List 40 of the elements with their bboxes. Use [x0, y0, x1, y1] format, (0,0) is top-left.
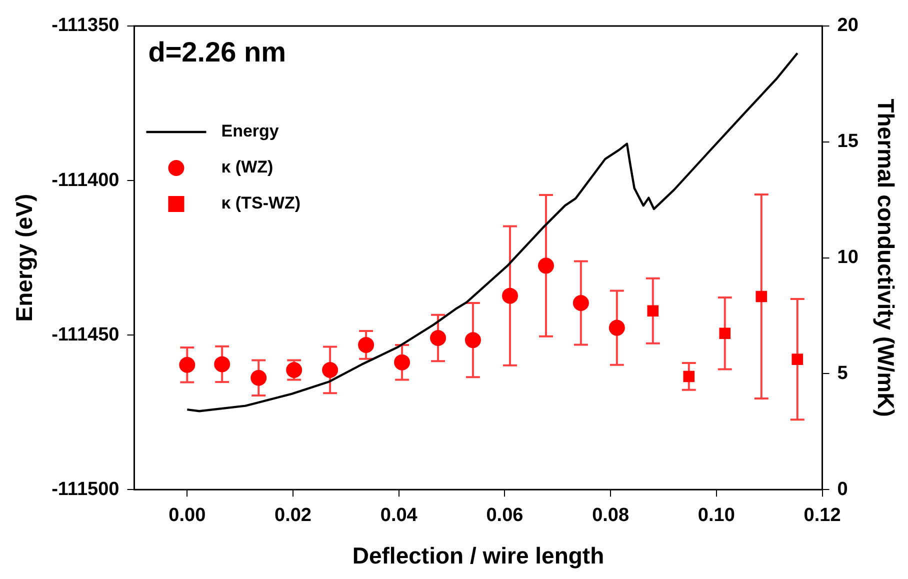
legend-label: Energy: [221, 122, 280, 141]
y2-tick-label: 0: [837, 478, 848, 500]
point: [250, 370, 267, 386]
x-axis-title: Deflection / wire length: [352, 542, 604, 569]
point: [572, 295, 589, 311]
point: [608, 320, 625, 336]
point: [719, 328, 731, 340]
annotation: d=2.26 nm: [148, 36, 286, 68]
legend-label: κ (WZ): [221, 158, 274, 177]
x-tick-label: 0.08: [592, 505, 630, 526]
y2-axis-title: Thermal conductivity (W/mK): [872, 98, 899, 417]
point: [430, 330, 446, 346]
y-tick-label: -111500: [52, 478, 120, 500]
point: [322, 362, 338, 378]
point: [792, 354, 804, 365]
x-tick-label: 0.00: [168, 505, 206, 526]
point: [538, 258, 554, 274]
x-tick-label: 0.10: [698, 505, 735, 526]
y-tick-label: -111350: [52, 15, 120, 36]
x-tick-label: 0.06: [486, 505, 524, 526]
y-tick-label: -111400: [52, 170, 120, 191]
point: [394, 354, 410, 370]
point: [358, 336, 374, 353]
point: [214, 356, 230, 372]
y2-tick-label: 5: [837, 362, 848, 384]
y2-tick-label: 20: [837, 15, 858, 36]
legend-label: κ (TS-WZ): [221, 194, 301, 213]
y2-tick-label: 10: [837, 247, 858, 268]
x-tick-label: 0.12: [804, 505, 841, 526]
point: [464, 332, 481, 348]
point: [756, 290, 768, 302]
y-tick-label: -111450: [52, 324, 120, 346]
point: [647, 305, 659, 317]
y-axis-title: Energy (eV): [11, 194, 38, 322]
point: [502, 288, 518, 304]
x-tick-label: 0.02: [274, 505, 312, 526]
x-tick-label: 0.04: [380, 505, 418, 526]
point: [179, 356, 196, 373]
point: [683, 370, 695, 382]
y2-tick-label: 15: [837, 131, 859, 152]
